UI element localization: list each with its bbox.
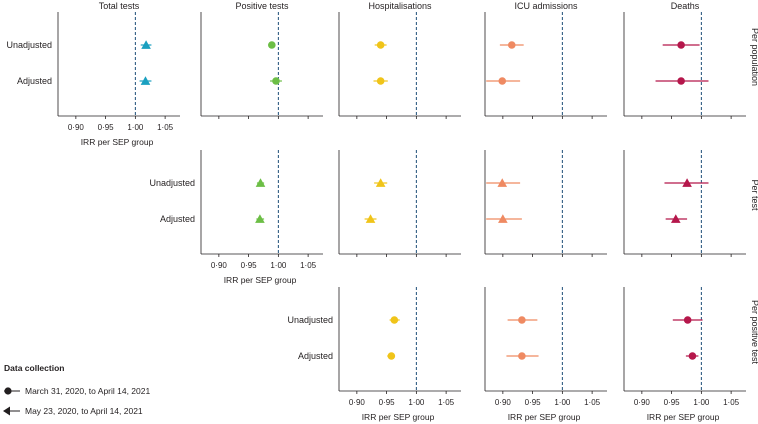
x-tick-label: 0·95 <box>98 123 115 132</box>
point-hosp-unadjusted <box>375 178 386 187</box>
point-icu-adjusted <box>518 352 526 360</box>
point-icu-unadjusted <box>507 41 516 49</box>
column-title-deaths: Deaths <box>671 1 700 11</box>
legend-item-1: May 23, 2020, to April 14, 2021 <box>3 406 143 416</box>
legend-label: March 31, 2020, to April 14, 2021 <box>25 386 150 396</box>
side-label-0: Per population <box>750 28 758 86</box>
x-tick-label: 0·90 <box>495 398 512 407</box>
row-label-adjusted: Adjusted <box>160 214 195 224</box>
point-hosp-unadjusted <box>376 41 385 49</box>
point-deaths-adjusted <box>688 352 697 360</box>
point-positive-unadjusted <box>255 178 266 187</box>
point-icu-adjusted <box>498 77 507 85</box>
point-icu-adjusted <box>498 214 508 223</box>
x-tick-label: 0·90 <box>211 261 228 270</box>
legend-item-0: March 31, 2020, to April 14, 2021 <box>4 386 150 396</box>
point-hosp-adjusted <box>387 352 396 360</box>
column-title-total: Total tests <box>99 1 140 11</box>
column-title-positive: Positive tests <box>235 1 289 11</box>
point-icu-unadjusted <box>518 316 526 324</box>
side-label-2: Per positive test <box>750 300 758 365</box>
x-tick-label: 1·00 <box>127 123 144 132</box>
point-deaths-adjusted <box>677 77 685 85</box>
x-tick-label: 1·05 <box>300 261 317 270</box>
row-label-adjusted: Adjusted <box>17 76 52 86</box>
legend-title: Data collection <box>4 363 64 373</box>
legend-label: May 23, 2020, to April 14, 2021 <box>25 406 143 416</box>
x-tick-label: 1·05 <box>584 398 601 407</box>
x-tick-label: 0·90 <box>634 398 651 407</box>
x-tick-label: 0·95 <box>525 398 542 407</box>
point-total-adjusted <box>140 76 151 85</box>
row-label-unadjusted: Unadjusted <box>287 315 333 325</box>
point-hosp-unadjusted <box>390 316 399 324</box>
x-tick-label: 0·90 <box>68 123 85 132</box>
panel-deaths-row1 <box>623 150 746 257</box>
x-tick-label: 1·00 <box>270 261 287 270</box>
point-deaths-unadjusted <box>677 41 685 49</box>
x-axis-title: IRR per SEP group <box>81 137 154 147</box>
panel-hosp-row0 <box>338 12 461 119</box>
x-tick-label: 1·05 <box>438 398 455 407</box>
point-hosp-adjusted <box>365 214 376 223</box>
panel-positive-row0 <box>200 12 323 119</box>
x-tick-label: 1·00 <box>408 398 425 407</box>
x-tick-label: 0·95 <box>241 261 258 270</box>
point-positive-unadjusted <box>268 41 276 49</box>
point-deaths-unadjusted <box>683 316 692 324</box>
x-axis-title: IRR per SEP group <box>647 412 720 422</box>
x-tick-label: 1·00 <box>554 398 571 407</box>
point-positive-adjusted <box>255 214 265 223</box>
x-axis-title: IRR per SEP group <box>224 275 297 285</box>
legend-circle-marker <box>4 387 12 395</box>
point-deaths-adjusted <box>670 214 681 223</box>
panel-icu-row1 <box>484 150 607 257</box>
column-title-hosp: Hospitalisations <box>368 1 432 11</box>
point-icu-unadjusted <box>497 178 508 187</box>
point-total-unadjusted <box>141 40 151 49</box>
point-positive-adjusted <box>272 77 280 85</box>
row-label-unadjusted: Unadjusted <box>149 178 195 188</box>
column-titles: Total tests Positive tests Hospitalisation… <box>99 1 700 11</box>
panel-hosp-row1 <box>338 150 461 257</box>
x-tick-label: 1·05 <box>157 123 174 132</box>
panel-icu-row0 <box>484 12 607 119</box>
x-axis-title: IRR per SEP group <box>508 412 581 422</box>
x-tick-label: 0·95 <box>664 398 681 407</box>
point-deaths-unadjusted <box>682 178 692 187</box>
panel-deaths-row0 <box>623 12 746 119</box>
x-tick-label: 0·90 <box>349 398 366 407</box>
x-axis-title: IRR per SEP group <box>362 412 435 422</box>
column-title-icu: ICU admissions <box>514 1 578 11</box>
side-label-1: Per test <box>750 179 758 211</box>
legend: Data collection March 31, 2020, to April … <box>3 363 150 416</box>
x-tick-label: 0·95 <box>379 398 396 407</box>
legend-triangle-marker <box>3 406 10 416</box>
side-labels: Per population Per test Per positive test <box>750 28 758 365</box>
row-label-unadjusted: Unadjusted <box>6 40 52 50</box>
row-label-adjusted: Adjusted <box>298 351 333 361</box>
x-tick-label: 1·05 <box>723 398 740 407</box>
x-tick-label: 1·00 <box>693 398 710 407</box>
point-hosp-adjusted <box>376 77 385 85</box>
